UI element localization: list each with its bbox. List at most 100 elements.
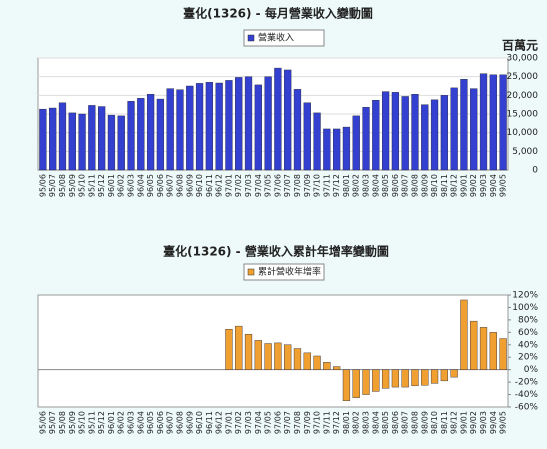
y-tick-label: 0 — [532, 166, 538, 176]
x-tick-label: 96/11 — [205, 411, 214, 434]
x-tick-label: 99/04 — [489, 411, 498, 434]
bar — [235, 325, 243, 370]
x-tick-label: 95/08 — [58, 174, 67, 197]
x-tick-label: 98/06 — [391, 174, 400, 197]
y-tick-label: 10,000 — [507, 128, 539, 138]
bar — [381, 91, 390, 171]
x-tick-label: 98/09 — [420, 411, 429, 434]
bar — [146, 94, 155, 171]
x-tick-label: 98/08 — [410, 411, 419, 434]
y-unit: 百萬元 — [502, 38, 538, 53]
bar — [88, 105, 96, 171]
x-tick-label: 98/11 — [440, 411, 449, 434]
bar — [254, 340, 262, 370]
y-tick-label: 5,000 — [512, 147, 538, 157]
bar — [440, 369, 448, 382]
x-tick-label: 97/10 — [313, 411, 322, 434]
x-tick-label: 96/06 — [156, 411, 165, 434]
bar — [401, 96, 409, 171]
bar — [333, 128, 341, 171]
bar — [479, 327, 488, 370]
y-tick-label: 25,000 — [507, 72, 539, 82]
x-tick-label: 99/04 — [489, 174, 498, 197]
legend-box — [243, 29, 325, 47]
bar — [195, 83, 204, 171]
x-tick-label: 95/12 — [97, 174, 106, 197]
bar — [411, 369, 419, 387]
y-tick-label: 15,000 — [507, 110, 539, 120]
x-tick-label: 95/08 — [58, 411, 67, 434]
x-tick-label: 97/02 — [234, 174, 243, 197]
bar — [391, 369, 400, 388]
bar — [137, 98, 145, 171]
y-tick-label: 80% — [518, 315, 538, 325]
legend-box — [243, 263, 325, 281]
bar — [293, 348, 302, 370]
bar — [303, 352, 311, 370]
bar — [391, 92, 400, 171]
bar — [274, 67, 282, 171]
x-tick-label: 95/12 — [97, 411, 106, 434]
x-tick-label: 97/04 — [254, 174, 263, 197]
bar — [284, 69, 292, 171]
bar — [68, 112, 76, 171]
bar — [450, 87, 458, 171]
bar — [166, 88, 174, 171]
x-tick-label: 97/03 — [244, 174, 253, 197]
x-tick-label: 95/10 — [78, 174, 87, 197]
bar — [421, 369, 429, 386]
x-tick-label: 97/01 — [224, 411, 233, 434]
x-tick-label: 95/10 — [78, 411, 87, 434]
bar — [470, 320, 478, 370]
y-tick-label: 100% — [512, 303, 538, 313]
x-tick-label: 97/12 — [332, 411, 341, 434]
y-tick-label: 30,000 — [507, 54, 539, 64]
x-tick-label: 96/10 — [195, 411, 204, 434]
bar — [430, 369, 439, 384]
x-tick-label: 95/11 — [87, 174, 96, 197]
x-tick-label: 95/09 — [68, 411, 77, 434]
x-tick-label: 97/02 — [234, 411, 243, 434]
x-tick-label: 98/12 — [450, 411, 459, 434]
bar — [225, 80, 233, 171]
x-tick-label: 96/09 — [185, 411, 194, 434]
x-tick-label: 98/05 — [381, 411, 390, 434]
x-tick-label: 99/05 — [499, 411, 508, 434]
x-tick-label: 97/09 — [303, 174, 312, 197]
bar — [98, 106, 106, 171]
x-tick-label: 98/04 — [371, 174, 380, 197]
x-tick-label: 97/08 — [293, 174, 302, 197]
bar — [381, 369, 390, 389]
bar — [205, 82, 213, 171]
bar — [323, 128, 331, 171]
bar — [352, 115, 360, 171]
x-tick-label: 97/03 — [244, 411, 253, 434]
x-tick-label: 96/04 — [136, 411, 145, 434]
plot-area — [37, 294, 509, 408]
bar — [235, 77, 243, 171]
x-tick-label: 97/07 — [283, 174, 292, 197]
x-tick-label: 95/09 — [68, 174, 77, 197]
x-tick-label: 99/01 — [459, 174, 468, 197]
x-tick-label: 98/07 — [401, 174, 410, 197]
bar — [39, 108, 47, 171]
x-tick-label: 99/03 — [479, 174, 488, 197]
bar — [284, 344, 292, 370]
bar — [372, 369, 380, 392]
bar — [49, 107, 57, 171]
x-tick-label: 98/09 — [420, 174, 429, 197]
x-tick-label: 96/02 — [117, 174, 126, 197]
bar — [117, 115, 125, 171]
bar — [323, 362, 331, 370]
x-tick-label: 96/01 — [107, 174, 116, 197]
x-tick-label: 98/02 — [352, 174, 361, 197]
x-tick-label: 95/06 — [38, 411, 47, 434]
x-tick-label: 96/02 — [117, 411, 126, 434]
bar — [264, 76, 272, 171]
x-tick-label: 96/10 — [195, 174, 204, 197]
bar — [362, 369, 370, 395]
x-tick-label: 98/08 — [410, 174, 419, 197]
x-tick-label: 96/03 — [127, 174, 136, 197]
chart-title: 臺化(1326) - 營業收入累計年增率變動圖 — [163, 244, 389, 259]
